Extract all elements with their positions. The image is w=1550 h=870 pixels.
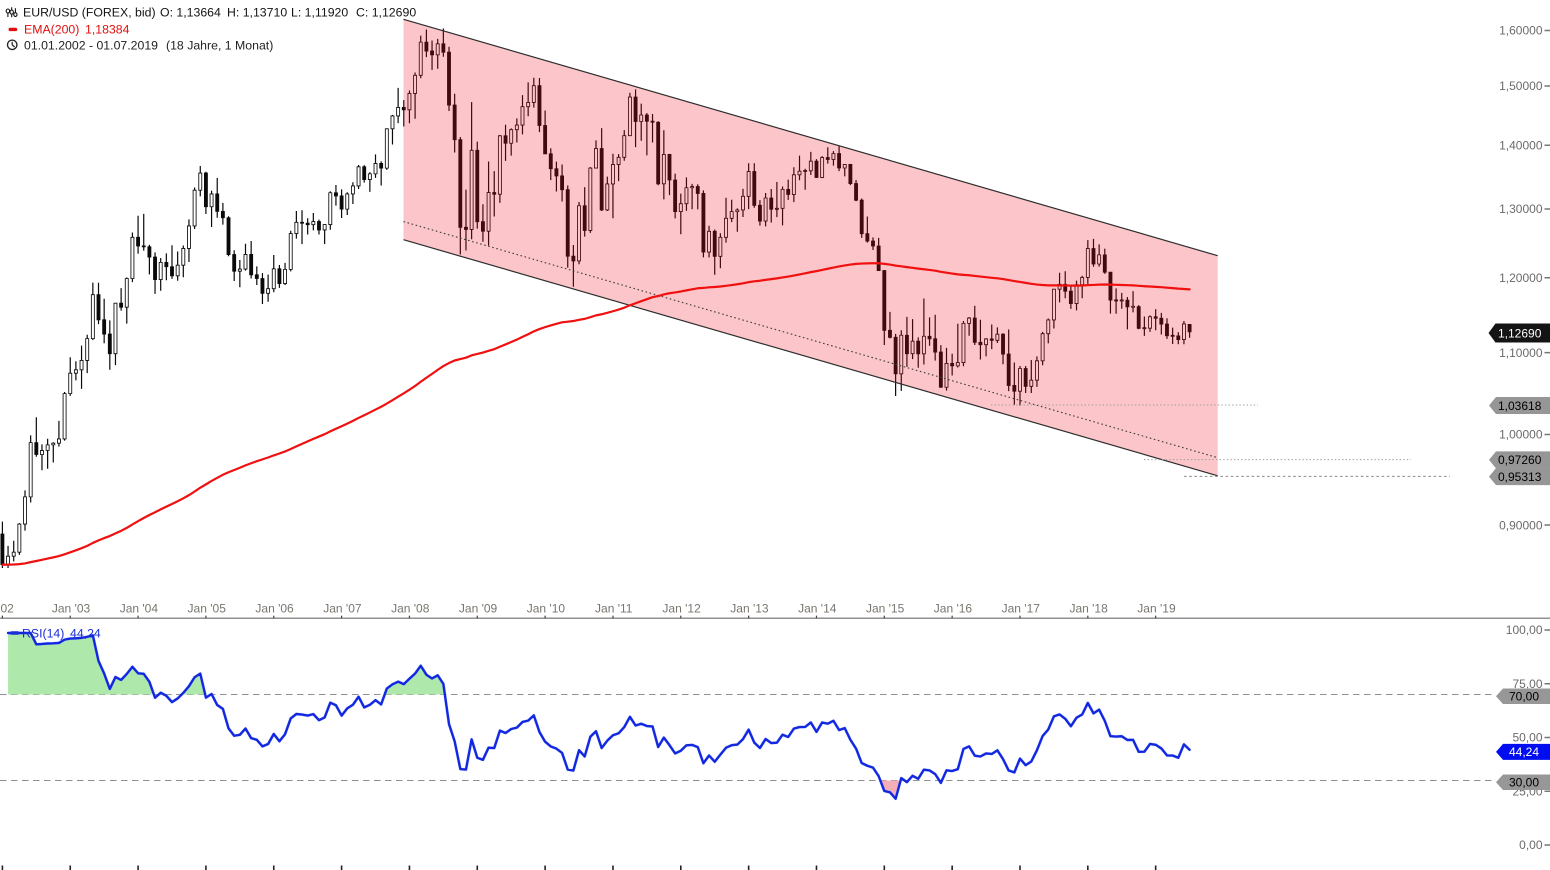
svg-text:O: 1,13664: O: 1,13664 <box>160 6 221 20</box>
svg-text:0,90000: 0,90000 <box>1499 518 1543 532</box>
svg-text:1,60000: 1,60000 <box>1499 24 1543 38</box>
svg-text:Jan '18: Jan '18 <box>1069 602 1108 616</box>
svg-text:H: 1,13710: H: 1,13710 <box>227 6 287 20</box>
svg-text:C: 1,12690: C: 1,12690 <box>356 6 416 20</box>
svg-text:Jan '14: Jan '14 <box>798 602 837 616</box>
svg-text:Jan '15: Jan '15 <box>866 602 905 616</box>
svg-text:1,40000: 1,40000 <box>1499 138 1543 152</box>
svg-text:Jan '07: Jan '07 <box>323 602 362 616</box>
svg-text:Jan '10: Jan '10 <box>527 602 566 616</box>
svg-text:1,30000: 1,30000 <box>1499 202 1543 216</box>
svg-text:75,00: 75,00 <box>1512 677 1542 691</box>
svg-text:01.01.2002 - 01.07.2019: 01.01.2002 - 01.07.2019 <box>24 39 158 53</box>
svg-text:RSI(14): RSI(14) <box>22 627 64 641</box>
svg-text:1,12690: 1,12690 <box>1498 326 1542 340</box>
svg-text:0,00: 0,00 <box>1519 838 1543 852</box>
svg-text:30,00: 30,00 <box>1509 776 1539 790</box>
svg-text:Jan '08: Jan '08 <box>391 602 430 616</box>
svg-text:1,18384: 1,18384 <box>85 23 130 37</box>
svg-text:0,97260: 0,97260 <box>1498 453 1542 467</box>
svg-text:Jan '11: Jan '11 <box>595 602 633 616</box>
svg-text:L: 1,11920: L: 1,11920 <box>291 6 348 20</box>
svg-text:02: 02 <box>1 602 15 616</box>
svg-text:Jan '06: Jan '06 <box>255 602 294 616</box>
svg-text:EUR/USD (FOREX, bid): EUR/USD (FOREX, bid) <box>23 6 156 20</box>
svg-text:Jan '05: Jan '05 <box>188 602 227 616</box>
svg-text:1,50000: 1,50000 <box>1499 79 1543 93</box>
svg-text:Jan '04: Jan '04 <box>120 602 159 616</box>
svg-text:0,95313: 0,95313 <box>1498 470 1542 484</box>
svg-text:50,00: 50,00 <box>1512 731 1542 745</box>
svg-text:Jan '13: Jan '13 <box>730 602 769 616</box>
svg-text:44,24: 44,24 <box>70 627 101 641</box>
svg-text:EMA(200): EMA(200) <box>24 23 79 37</box>
svg-text:70,00: 70,00 <box>1509 690 1539 704</box>
svg-text:1,20000: 1,20000 <box>1499 271 1543 285</box>
svg-text:(18 Jahre, 1 Monat): (18 Jahre, 1 Monat) <box>166 39 273 53</box>
svg-text:Jan '19: Jan '19 <box>1137 602 1176 616</box>
svg-text:Jan '12: Jan '12 <box>662 602 701 616</box>
svg-text:Jan '16: Jan '16 <box>934 602 973 616</box>
svg-text:1,00000: 1,00000 <box>1499 428 1543 442</box>
svg-text:100,00: 100,00 <box>1506 623 1543 637</box>
svg-text:44,24: 44,24 <box>1509 745 1539 759</box>
svg-text:Jan '17: Jan '17 <box>1002 602 1041 616</box>
svg-text:1,03618: 1,03618 <box>1498 399 1542 413</box>
svg-text:Jan '09: Jan '09 <box>459 602 498 616</box>
svg-text:Jan '03: Jan '03 <box>52 602 91 616</box>
svg-text:1,10000: 1,10000 <box>1499 346 1543 360</box>
